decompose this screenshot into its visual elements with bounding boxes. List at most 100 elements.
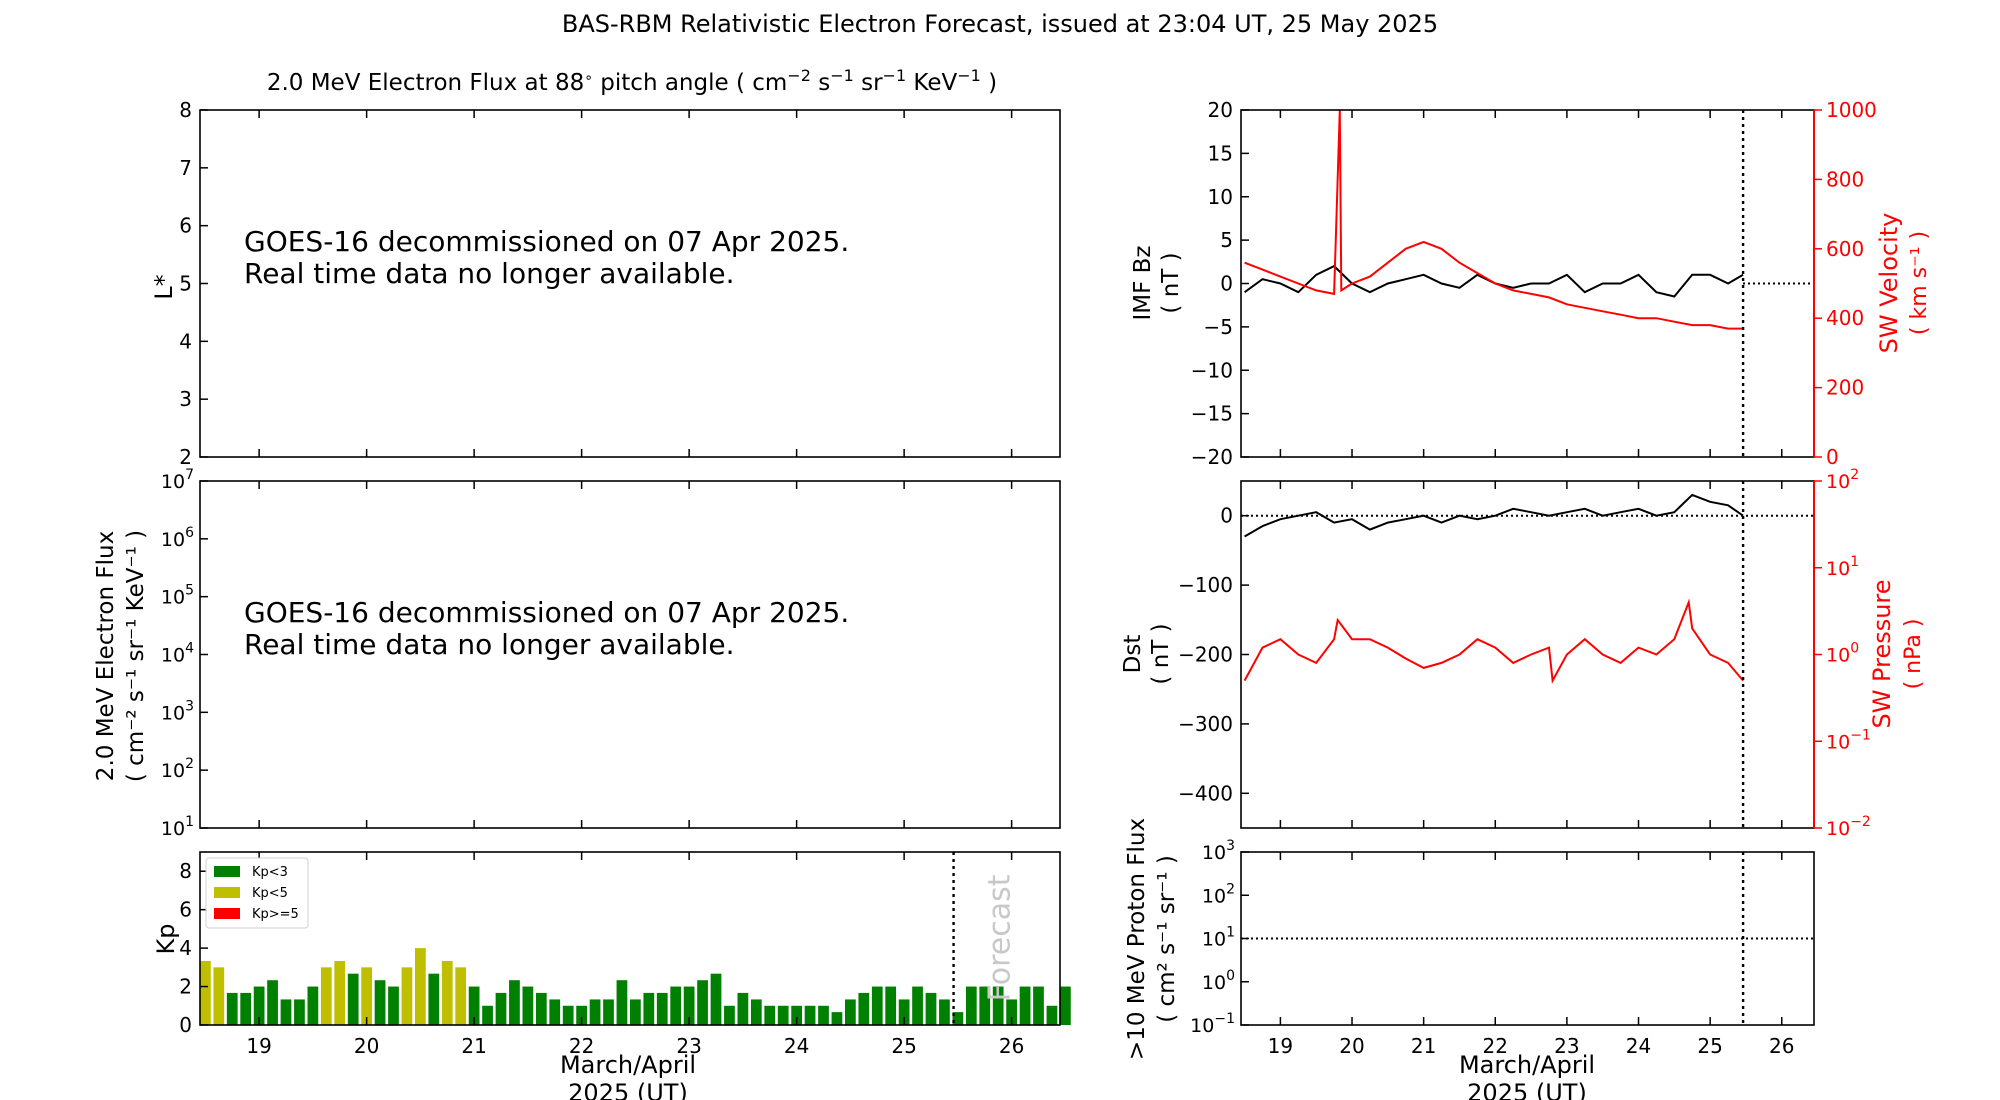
x-tick-label: 26 [1769, 1034, 1794, 1058]
electron-flux-x-axis [258, 481, 1013, 828]
kp-bar [858, 992, 870, 1025]
kp-bar [697, 980, 708, 1025]
lstar-y-tick-label: 2 [179, 445, 192, 469]
kp-bar [1046, 1005, 1058, 1025]
kp-bar [455, 967, 467, 1025]
lstar-y-axis: 2 3 4 5 6 7 8 [179, 98, 208, 469]
kp-bar [562, 1005, 574, 1025]
kp-bar [1019, 986, 1031, 1025]
kp-legend-swatch-mid [214, 887, 240, 898]
lstar-y-tick-label: 6 [179, 214, 192, 238]
swp-y-tick-label: 101 [1826, 554, 1859, 580]
kp-y-tick-label: 4 [179, 936, 192, 960]
dst-x-axis [1279, 481, 1783, 828]
swp-y-tick-label: 10−2 [1826, 814, 1871, 840]
figure-title: BAS-RBM Relativistic Electron Forecast, … [562, 10, 1438, 38]
eflux-y-tick-label: 105 [161, 583, 194, 609]
kp-bar [750, 999, 762, 1025]
kp-bar [576, 1005, 587, 1025]
kp-bar [724, 1005, 735, 1025]
imf-y-tick-label: 15 [1208, 141, 1233, 165]
eflux-y-tick-label: 103 [161, 698, 194, 724]
imf-y-tick-label: 20 [1208, 98, 1233, 122]
dst-y-tick-label: −200 [1178, 643, 1233, 667]
x-tick-label: 19 [1268, 1034, 1293, 1058]
x-tick-label: 20 [1339, 1034, 1364, 1058]
kp-bar [630, 999, 641, 1025]
kp-bar [898, 999, 910, 1025]
kp-legend-label-mid: Kp<5 [252, 886, 288, 901]
proton-y-tick-label: 101 [1202, 925, 1235, 951]
proton-xlabel-line2: 2025 (UT) [1467, 1079, 1587, 1100]
x-tick-label: 24 [784, 1034, 809, 1058]
lstar-y-tick-label: 3 [179, 387, 192, 411]
kp-bar [468, 986, 480, 1025]
kp-bar [522, 986, 534, 1025]
kp-bar [280, 999, 292, 1025]
imf-x-axis [1279, 110, 1783, 457]
dst-y-tick-label: −400 [1178, 781, 1233, 805]
x-tick-label: 25 [891, 1034, 916, 1058]
kp-bar [307, 986, 319, 1025]
swv-y-tick-label: 200 [1826, 376, 1864, 400]
kp-bar [320, 967, 332, 1025]
kp-bar [737, 992, 749, 1025]
kp-bar [643, 992, 655, 1025]
electron-flux-y-axis: 101 102 103 104 105 106 107 [161, 467, 208, 840]
kp-bar [441, 960, 453, 1025]
swp-y-tick-label: 100 [1826, 641, 1859, 667]
kp-legend-swatch-high [214, 908, 240, 919]
kp-bar [925, 992, 937, 1025]
eflux-y-tick-label: 102 [161, 756, 194, 782]
dst-y-tick-label: 0 [1220, 504, 1233, 528]
kp-bar [1033, 986, 1044, 1025]
kp-bar [347, 973, 359, 1025]
kp-bar [952, 1012, 964, 1025]
proton-y-tick-label: 100 [1202, 968, 1235, 994]
kp-bar [374, 980, 386, 1025]
imf-sw-panel: −20 −15 −10 −5 0 5 10 15 20 0 200 400 600 800 1000 IM… [1130, 98, 1932, 469]
kp-bar [549, 999, 561, 1025]
kp-bars [200, 948, 1071, 1025]
kp-bar [992, 986, 1004, 1025]
kp-legend-swatch-low [214, 866, 240, 877]
imf-y-tick-label: −15 [1191, 402, 1233, 426]
kp-y-tick-label: 2 [179, 975, 192, 999]
kp-bar [1060, 986, 1071, 1025]
kp-bar [495, 992, 507, 1025]
kp-y-tick-label: 0 [179, 1013, 192, 1037]
lstar-y-tick-label: 4 [179, 329, 192, 353]
imf-y-tick-label: −20 [1191, 445, 1233, 469]
sw-velocity-ylabel-line1: SW Velocity [1875, 213, 1903, 354]
imf-left-y-axis: −20 −15 −10 −5 0 5 10 15 20 [1191, 98, 1249, 469]
x-tick-label: 22 [569, 1034, 594, 1058]
kp-bar [253, 986, 265, 1025]
kp-bar [831, 1012, 843, 1025]
kp-bar [616, 980, 628, 1025]
kp-bar [683, 986, 695, 1025]
lstar-y-tick-label: 5 [179, 272, 192, 296]
kp-y-tick-label: 8 [179, 859, 192, 883]
kp-xlabel-line1: March/April [560, 1051, 696, 1079]
dst-ylabel-line1: Dst [1120, 635, 1146, 674]
kp-bar [939, 999, 950, 1025]
lstar-panel: 2.0 MeV Electron Flux at 88∘ pitch angle… [150, 66, 1061, 469]
proton-y-tick-label: 102 [1202, 881, 1235, 907]
x-tick-label: 22 [1483, 1034, 1508, 1058]
kp-legend-label-low: Kp<3 [252, 865, 288, 880]
kp-bar [415, 948, 426, 1025]
dst-axes-frame [1240, 480, 1815, 829]
lstar-ylabel: L* [150, 274, 178, 299]
x-tick-label: 26 [999, 1034, 1024, 1058]
electron-flux-ylabel-line1: 2.0 MeV Electron Flux [93, 531, 119, 781]
swv-y-tick-label: 1000 [1826, 98, 1877, 122]
x-tick-label: 23 [676, 1034, 701, 1058]
kp-y-tick-label: 6 [179, 898, 192, 922]
sw-velocity-ylabel-line2: ( km s⁻¹ ) [1907, 231, 1932, 335]
x-tick-label: 20 [354, 1034, 379, 1058]
x-tick-label: 23 [1554, 1034, 1579, 1058]
electron-flux-panel: 101 102 103 104 105 106 107 2.0 MeV Electron F… [93, 467, 1061, 840]
lstar-panel-title: 2.0 MeV Electron Flux at 88∘ pitch angle… [267, 66, 997, 96]
kp-bar [428, 973, 440, 1025]
kp-bar [818, 1005, 829, 1025]
